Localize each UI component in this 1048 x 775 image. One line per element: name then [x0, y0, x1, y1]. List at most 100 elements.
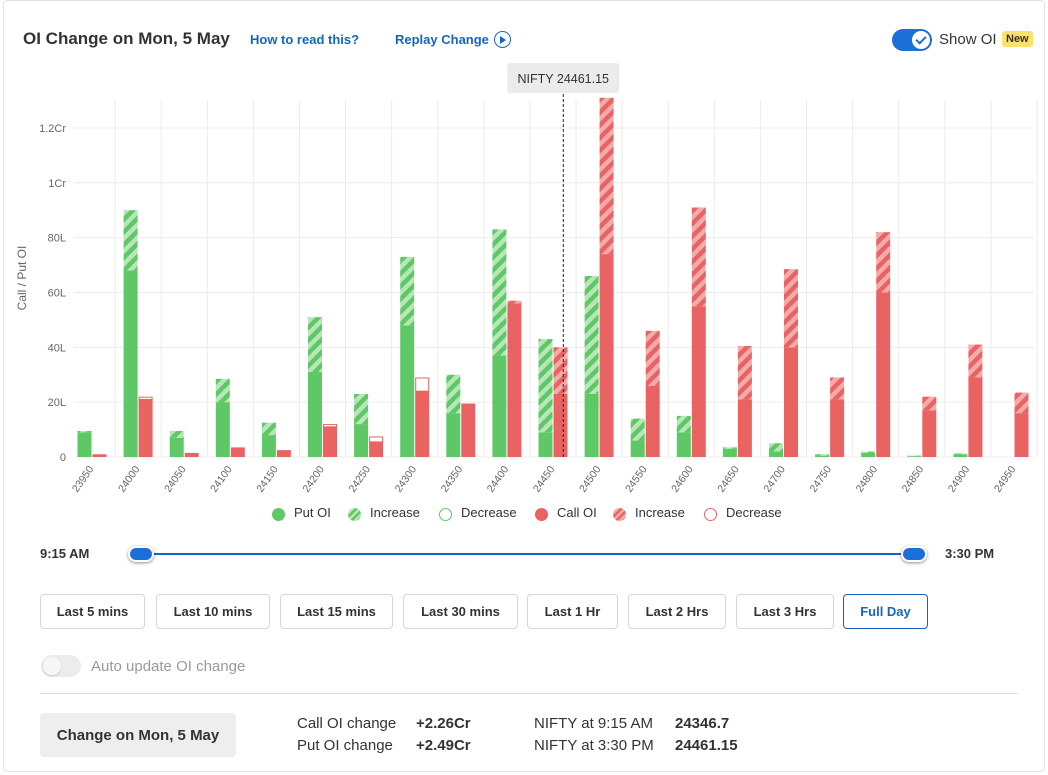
put-oi-bar: [215, 402, 230, 457]
legend-put-decrease: Decrease: [461, 505, 517, 520]
call-oi-bar: [276, 450, 291, 457]
x-tick-label: 24200: [300, 464, 327, 495]
put-increase-bar: [400, 256, 415, 326]
oi-bar-chart: 0 20L 40L 60L 80L 1Cr 1.2Cr Call / Put OI 23950 2…: [15, 63, 1038, 495]
replay-change-link[interactable]: Replay Change: [395, 32, 489, 47]
play-circle-icon[interactable]: [494, 31, 511, 48]
timeline-end-handle[interactable]: [901, 546, 927, 562]
call-oi-bar: [230, 447, 245, 457]
put-oi-bar: [77, 432, 92, 457]
call-increase-bar: [876, 232, 891, 293]
x-tick-label: 24500: [577, 464, 604, 495]
put-oi-bar: [169, 437, 184, 457]
spot-label-box: [507, 63, 620, 93]
call-decrease-bar: [138, 396, 153, 400]
put-oi-bar: [630, 440, 645, 457]
put-increase-bar: [308, 317, 322, 372]
put-increase-bar: [630, 418, 645, 441]
call-oi-bar: [922, 410, 937, 457]
call-oi-bar: [553, 393, 568, 457]
put-oi-bar: [815, 455, 830, 457]
legend-call-oi-swatch: [535, 508, 548, 521]
range-button-last-3-hrs[interactable]: Last 3 Hrs: [736, 594, 834, 629]
put-increase-bar: [769, 443, 783, 452]
call-oi-bar: [369, 441, 384, 457]
x-tick-label: 24650: [715, 464, 742, 495]
put-increase-bar: [815, 454, 830, 456]
call-oi-bar: [92, 454, 107, 457]
y-tick-label: 20L: [48, 397, 66, 409]
x-tick-label: 24400: [485, 464, 512, 495]
put-oi-bar: [722, 448, 737, 457]
put-increase-bar: [123, 210, 138, 271]
nifty-close-value: 24461.15: [675, 737, 738, 754]
page-title: OI Change on Mon, 5 May: [23, 29, 230, 48]
x-tick-label: 24100: [208, 464, 235, 495]
timeline-start-label: 9:15 AM: [40, 546, 90, 561]
new-badge: New: [1002, 31, 1033, 47]
y-tick-label: 1Cr: [48, 178, 66, 190]
call-increase-bar: [507, 300, 522, 304]
y-tick-label: 40L: [48, 342, 66, 354]
range-button-last-30-mins[interactable]: Last 30 mins: [403, 594, 518, 629]
auto-update-toggle[interactable]: [41, 655, 81, 677]
put-increase-bar: [584, 276, 599, 394]
x-tick-label: 24000: [116, 464, 143, 495]
call-decrease-bar: [415, 377, 430, 392]
nifty-open-label: NIFTY at 9:15 AM: [534, 715, 653, 732]
call-increase-bar: [1014, 392, 1029, 414]
call-oi-bar: [1014, 413, 1029, 457]
x-tick-label: 24350: [439, 464, 466, 495]
call-oi-bar: [138, 399, 153, 457]
range-button-last-5-mins[interactable]: Last 5 mins: [40, 594, 145, 629]
x-tick-label: 23950: [70, 464, 97, 495]
call-increase-bar: [599, 97, 614, 255]
put-increase-bar: [215, 378, 230, 403]
legend-call-increase-swatch: [613, 508, 626, 521]
put-increase-bar: [861, 451, 876, 453]
call-decrease-bar: [323, 424, 337, 428]
put-oi-bar: [676, 432, 691, 457]
change-date-button[interactable]: Change on Mon, 5 May: [40, 713, 236, 757]
legend-put-increase: Increase: [370, 505, 420, 520]
range-button-last-2-hrs[interactable]: Last 2 Hrs: [628, 594, 726, 629]
x-tick-label: 24900: [946, 464, 973, 495]
call-oi-bar: [461, 404, 476, 457]
put-increase-bar: [722, 447, 737, 449]
call-increase-bar: [645, 330, 660, 386]
put-increase-bar: [261, 422, 276, 436]
put-increase-bar: [446, 374, 461, 414]
range-button-last-10-mins[interactable]: Last 10 mins: [156, 594, 270, 629]
put-oi-change-value: +2.49Cr: [416, 737, 471, 754]
x-tick-label: 24250: [346, 464, 373, 495]
legend-call-increase: Increase: [635, 505, 685, 520]
call-increase-bar: [922, 396, 937, 411]
put-oi-bar: [538, 432, 553, 457]
call-oi-bar: [968, 377, 983, 457]
put-increase-bar: [953, 453, 968, 455]
call-oi-change-value: +2.26Cr: [416, 715, 471, 732]
y-tick-label: 60L: [48, 287, 66, 299]
show-oi-toggle[interactable]: [892, 29, 932, 51]
timeline-start-handle[interactable]: [128, 546, 154, 562]
call-decrease-bar: [461, 403, 476, 406]
call-increase-bar: [553, 347, 568, 394]
legend-call-decrease-swatch: [704, 508, 717, 521]
put-oi-bar: [400, 325, 415, 457]
how-to-read-link[interactable]: How to read this?: [250, 32, 360, 47]
timeline-slider-track[interactable]: [144, 553, 918, 555]
put-oi-change-label: Put OI change: [297, 737, 393, 754]
range-button-last-1-hr[interactable]: Last 1 Hr: [527, 594, 618, 629]
range-button-last-15-mins[interactable]: Last 15 mins: [280, 594, 393, 629]
call-oi-bar: [784, 347, 798, 457]
call-oi-bar: [184, 452, 199, 457]
call-increase-bar: [830, 377, 845, 400]
oi-change-card: OI Change on Mon, 5 May How to read this…: [3, 0, 1045, 772]
put-oi-bar: [446, 413, 461, 457]
legend-put-decrease-swatch: [439, 508, 452, 521]
call-oi-change-label: Call OI change: [297, 715, 397, 732]
call-increase-bar: [968, 344, 983, 378]
x-tick-label: 24800: [854, 464, 881, 495]
range-button-full-day[interactable]: Full Day: [843, 594, 928, 629]
legend-put-oi-swatch: [272, 508, 285, 521]
